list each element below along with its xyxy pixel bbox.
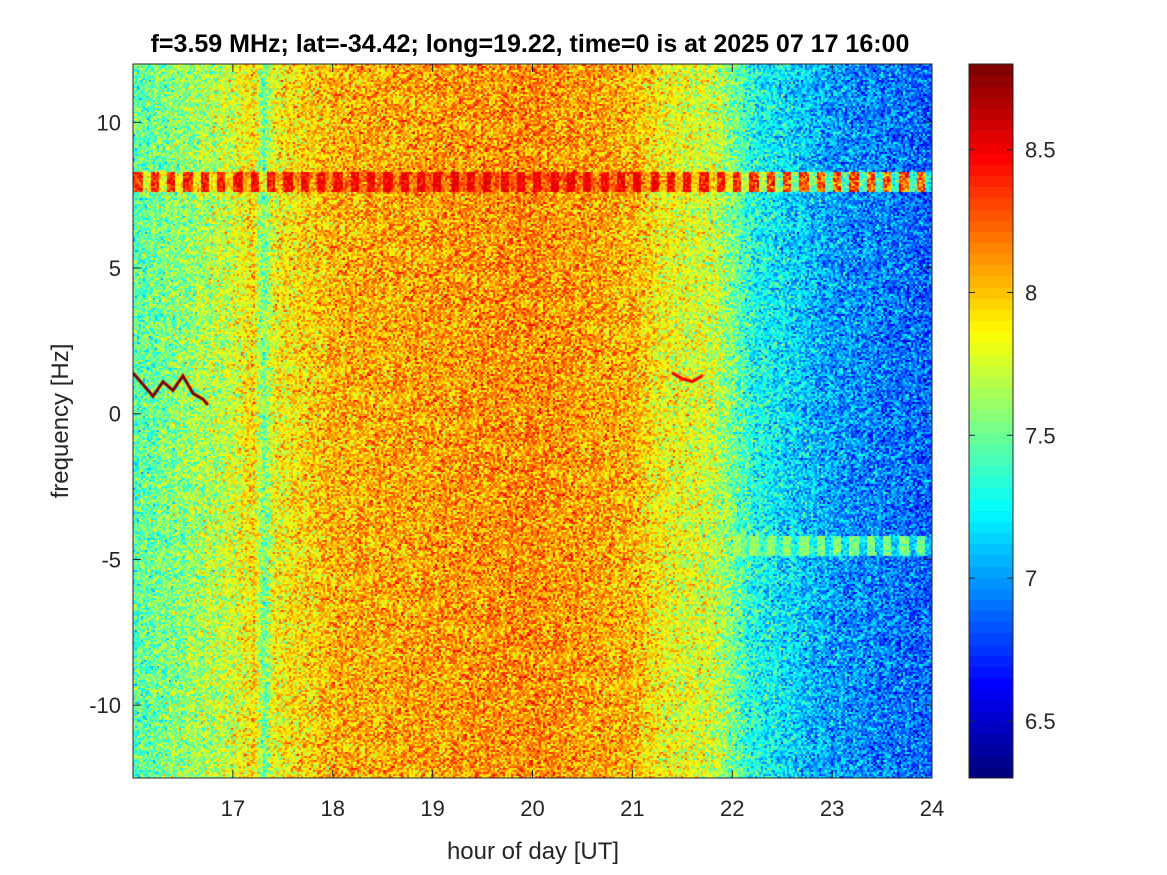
x-axis: 17 18 19 20 21 22 23 24 xyxy=(221,64,944,821)
x-tick-label: 21 xyxy=(620,796,644,821)
y-axis: -10 -5 0 5 10 xyxy=(89,110,932,718)
colorbar-tick-label: 7 xyxy=(1025,566,1037,591)
colorbar-gradient xyxy=(969,64,1013,778)
colorbar-frame xyxy=(968,63,1014,779)
colorbar: 6.5 7 7.5 8 8.5 xyxy=(968,63,1056,779)
colorbar-tick-label: 6.5 xyxy=(1025,709,1056,734)
x-axis-label: hour of day [UT] xyxy=(447,838,619,865)
x-tick-label: 24 xyxy=(920,796,944,821)
y-tick-label: -5 xyxy=(101,547,121,572)
colorbar-ticks: 6.5 7 7.5 8 8.5 xyxy=(969,138,1056,734)
colorbar-tick-label: 8 xyxy=(1025,280,1037,305)
y-tick-label: -10 xyxy=(89,693,121,718)
x-tick-label: 23 xyxy=(820,796,844,821)
x-tick-label: 18 xyxy=(321,796,345,821)
plot-area xyxy=(132,63,933,779)
x-tick-label: 17 xyxy=(221,796,245,821)
colorbar-tick-label: 8.5 xyxy=(1025,138,1056,163)
y-tick-label: 10 xyxy=(97,110,121,135)
y-tick-label: 5 xyxy=(109,256,121,281)
x-tick-label: 19 xyxy=(420,796,444,821)
colorbar-tick-label: 7.5 xyxy=(1025,423,1056,448)
y-tick-label: 0 xyxy=(109,402,121,427)
x-tick-label: 20 xyxy=(520,796,544,821)
spectrogram-heatmap xyxy=(133,64,932,778)
y-axis-label: frequency [Hz] xyxy=(47,344,74,499)
x-tick-label: 22 xyxy=(720,796,744,821)
chart-title: f=3.59 MHz; lat=-34.42; long=19.22, time… xyxy=(151,30,910,58)
